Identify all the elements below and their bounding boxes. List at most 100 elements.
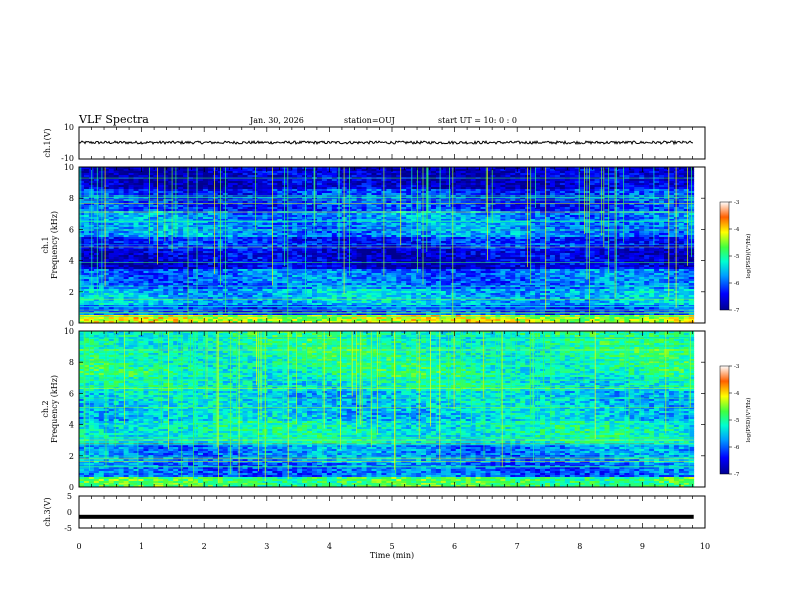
spectrogram-cell [153,187,159,190]
spectrogram-cell [113,173,120,176]
spectrogram-cell [257,231,263,234]
spectrogram-cell [663,179,670,182]
spectrogram-cell [277,201,283,204]
spectrogram-cell [242,171,248,174]
spectrogram-cell [79,189,85,192]
spectrogram-cell [545,201,551,204]
spectrogram-cell [455,191,462,194]
spectrogram-cell [460,171,467,174]
spectrogram-cell [490,237,496,240]
spectrogram-cell [426,231,432,234]
spectrogram-cell [123,205,129,208]
spectrogram-cell [445,215,452,218]
spectrogram-cell [396,227,402,230]
spectrogram-cell [257,239,263,242]
spectrogram-cell [391,231,397,234]
spectrogram-cell [490,167,496,170]
spectrogram-cell [455,209,462,212]
spectrogram-cell [386,173,392,176]
spectrogram-cell [93,225,100,228]
spectrogram-cell [79,227,85,230]
spectrogram-cell [207,239,214,242]
spectrogram-cell [644,209,650,212]
spectrogram-cell [683,183,690,186]
spectrogram-cell [351,203,358,206]
spectrogram-cell [455,181,462,184]
spectrogram-cell [629,185,635,188]
spectrogram-cell [153,213,159,216]
spectrogram-cell [287,169,293,172]
spectrogram-cell [163,205,169,208]
spectrogram-cell [465,221,472,224]
spectrogram-cell [475,197,481,200]
spectrogram-cell [153,193,159,196]
spectrogram-cell [79,185,85,188]
spectrogram-cell [421,193,427,196]
spectrogram-cell [406,241,412,244]
spectrogram-cell [257,167,263,170]
spectrogram-cell [564,231,571,234]
spectrogram-cell [475,239,481,242]
spectrogram-cell [530,187,536,190]
spectrogram-cell [178,237,184,240]
spectrogram-cell [470,191,476,194]
spectrogram-cell [659,233,665,236]
spectrogram-cell [247,183,253,186]
spectrogram-cell [148,241,154,244]
spectrogram-cell [173,241,179,244]
spectrogram-cell [644,181,650,184]
spectrogram-cell [435,179,442,182]
spectrogram-cell [297,175,303,178]
spectrogram-cell [83,233,90,236]
spectrogram-cell [574,213,581,216]
spectrogram-cell [629,227,635,230]
spectrogram-cell [406,173,412,176]
spectrogram-cell [520,225,526,228]
spectrogram-cell [460,237,467,240]
spectrogram-cell [460,193,467,196]
spectrogram-cell [168,205,174,208]
spectrogram-cell [574,173,581,176]
spectrogram-cell [108,175,115,178]
spectrogram-cell [302,231,308,234]
spectrogram-cell [237,191,243,194]
spectrogram-cell [302,245,308,248]
spectrogram-cell [450,235,457,238]
spectrogram-cell [193,207,199,210]
spectrogram-cell [153,217,159,220]
spectrogram-cell [614,201,620,204]
spectrogram-cell [128,225,134,228]
spectrogram-empty-tail [693,167,705,323]
spectrogram-cell [549,185,556,188]
spectrogram-cell [435,171,442,174]
spectrogram-cell [495,209,501,212]
spectrogram-cell [93,237,100,240]
spectrogram-cell [153,173,159,176]
spectrogram-cell [421,173,427,176]
spectrogram-cell [495,179,501,182]
spectrogram-cell [624,189,630,192]
spectrogram-cell [292,193,298,196]
spectrogram-cell [158,205,164,208]
spectrogram-cell [510,223,516,226]
spectrogram-cell [520,179,526,182]
spectrogram-cell [649,181,655,184]
spectrogram-cell [103,181,110,184]
spectrogram-cell [376,237,382,240]
spectrogram-cell [178,173,184,176]
spectrogram-cell [663,233,670,236]
spectrogram-cell [401,173,407,176]
spectrogram-cell [108,197,115,200]
spectrogram-cell [237,173,243,176]
spectrogram-cell [178,203,184,206]
spectrogram-cell [202,185,209,188]
spectrogram-cell [629,239,635,242]
spectrogram-cell [118,181,125,184]
spectrogram-cell [282,245,288,248]
spectrogram-cell [465,223,472,226]
spectrogram-cell [326,207,333,210]
spectrogram-cell [193,241,199,244]
spectrogram-cell [83,197,90,200]
spectrogram-cell [396,189,402,192]
spectrogram-cell [292,245,298,248]
